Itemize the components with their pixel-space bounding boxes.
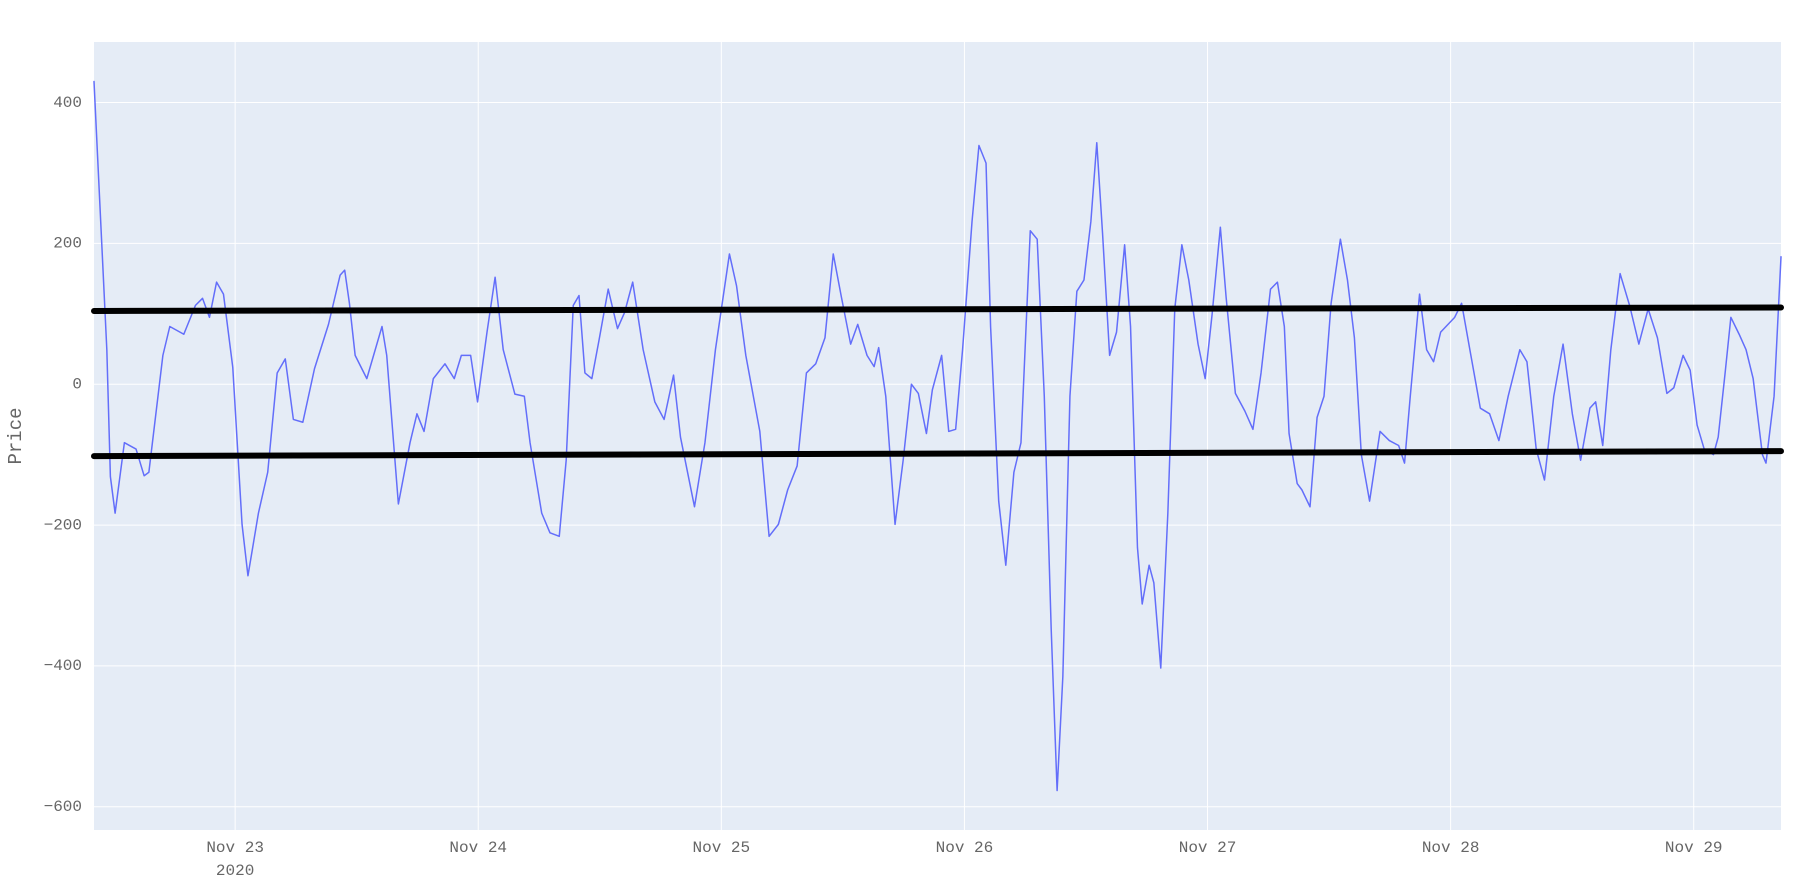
y-tick-label: −400 — [44, 657, 82, 675]
x-tick-label: Nov 28 — [1422, 839, 1480, 857]
y-tick-label: −600 — [44, 798, 82, 816]
y-tick-label: 400 — [53, 94, 82, 112]
x-tick-label: Nov 27 — [1179, 839, 1237, 857]
plot-background — [94, 42, 1781, 830]
y-tick-label: 200 — [53, 235, 82, 253]
x-tick-label: Nov 26 — [936, 839, 994, 857]
line-series — [91, 448, 1784, 460]
x-tick-label: Nov 24 — [449, 839, 507, 857]
y-tick-label: −200 — [44, 516, 82, 534]
line-series — [91, 304, 1784, 314]
x-tick-year: 2020 — [216, 862, 254, 880]
x-tick-label: Nov 23 — [206, 839, 264, 857]
line-series — [93, 80, 1782, 792]
y-axis-label: Price — [5, 407, 27, 464]
y-tick-label: 0 — [72, 375, 82, 393]
x-tick-label: Nov 25 — [693, 839, 751, 857]
x-tick-label: Nov 29 — [1665, 839, 1723, 857]
